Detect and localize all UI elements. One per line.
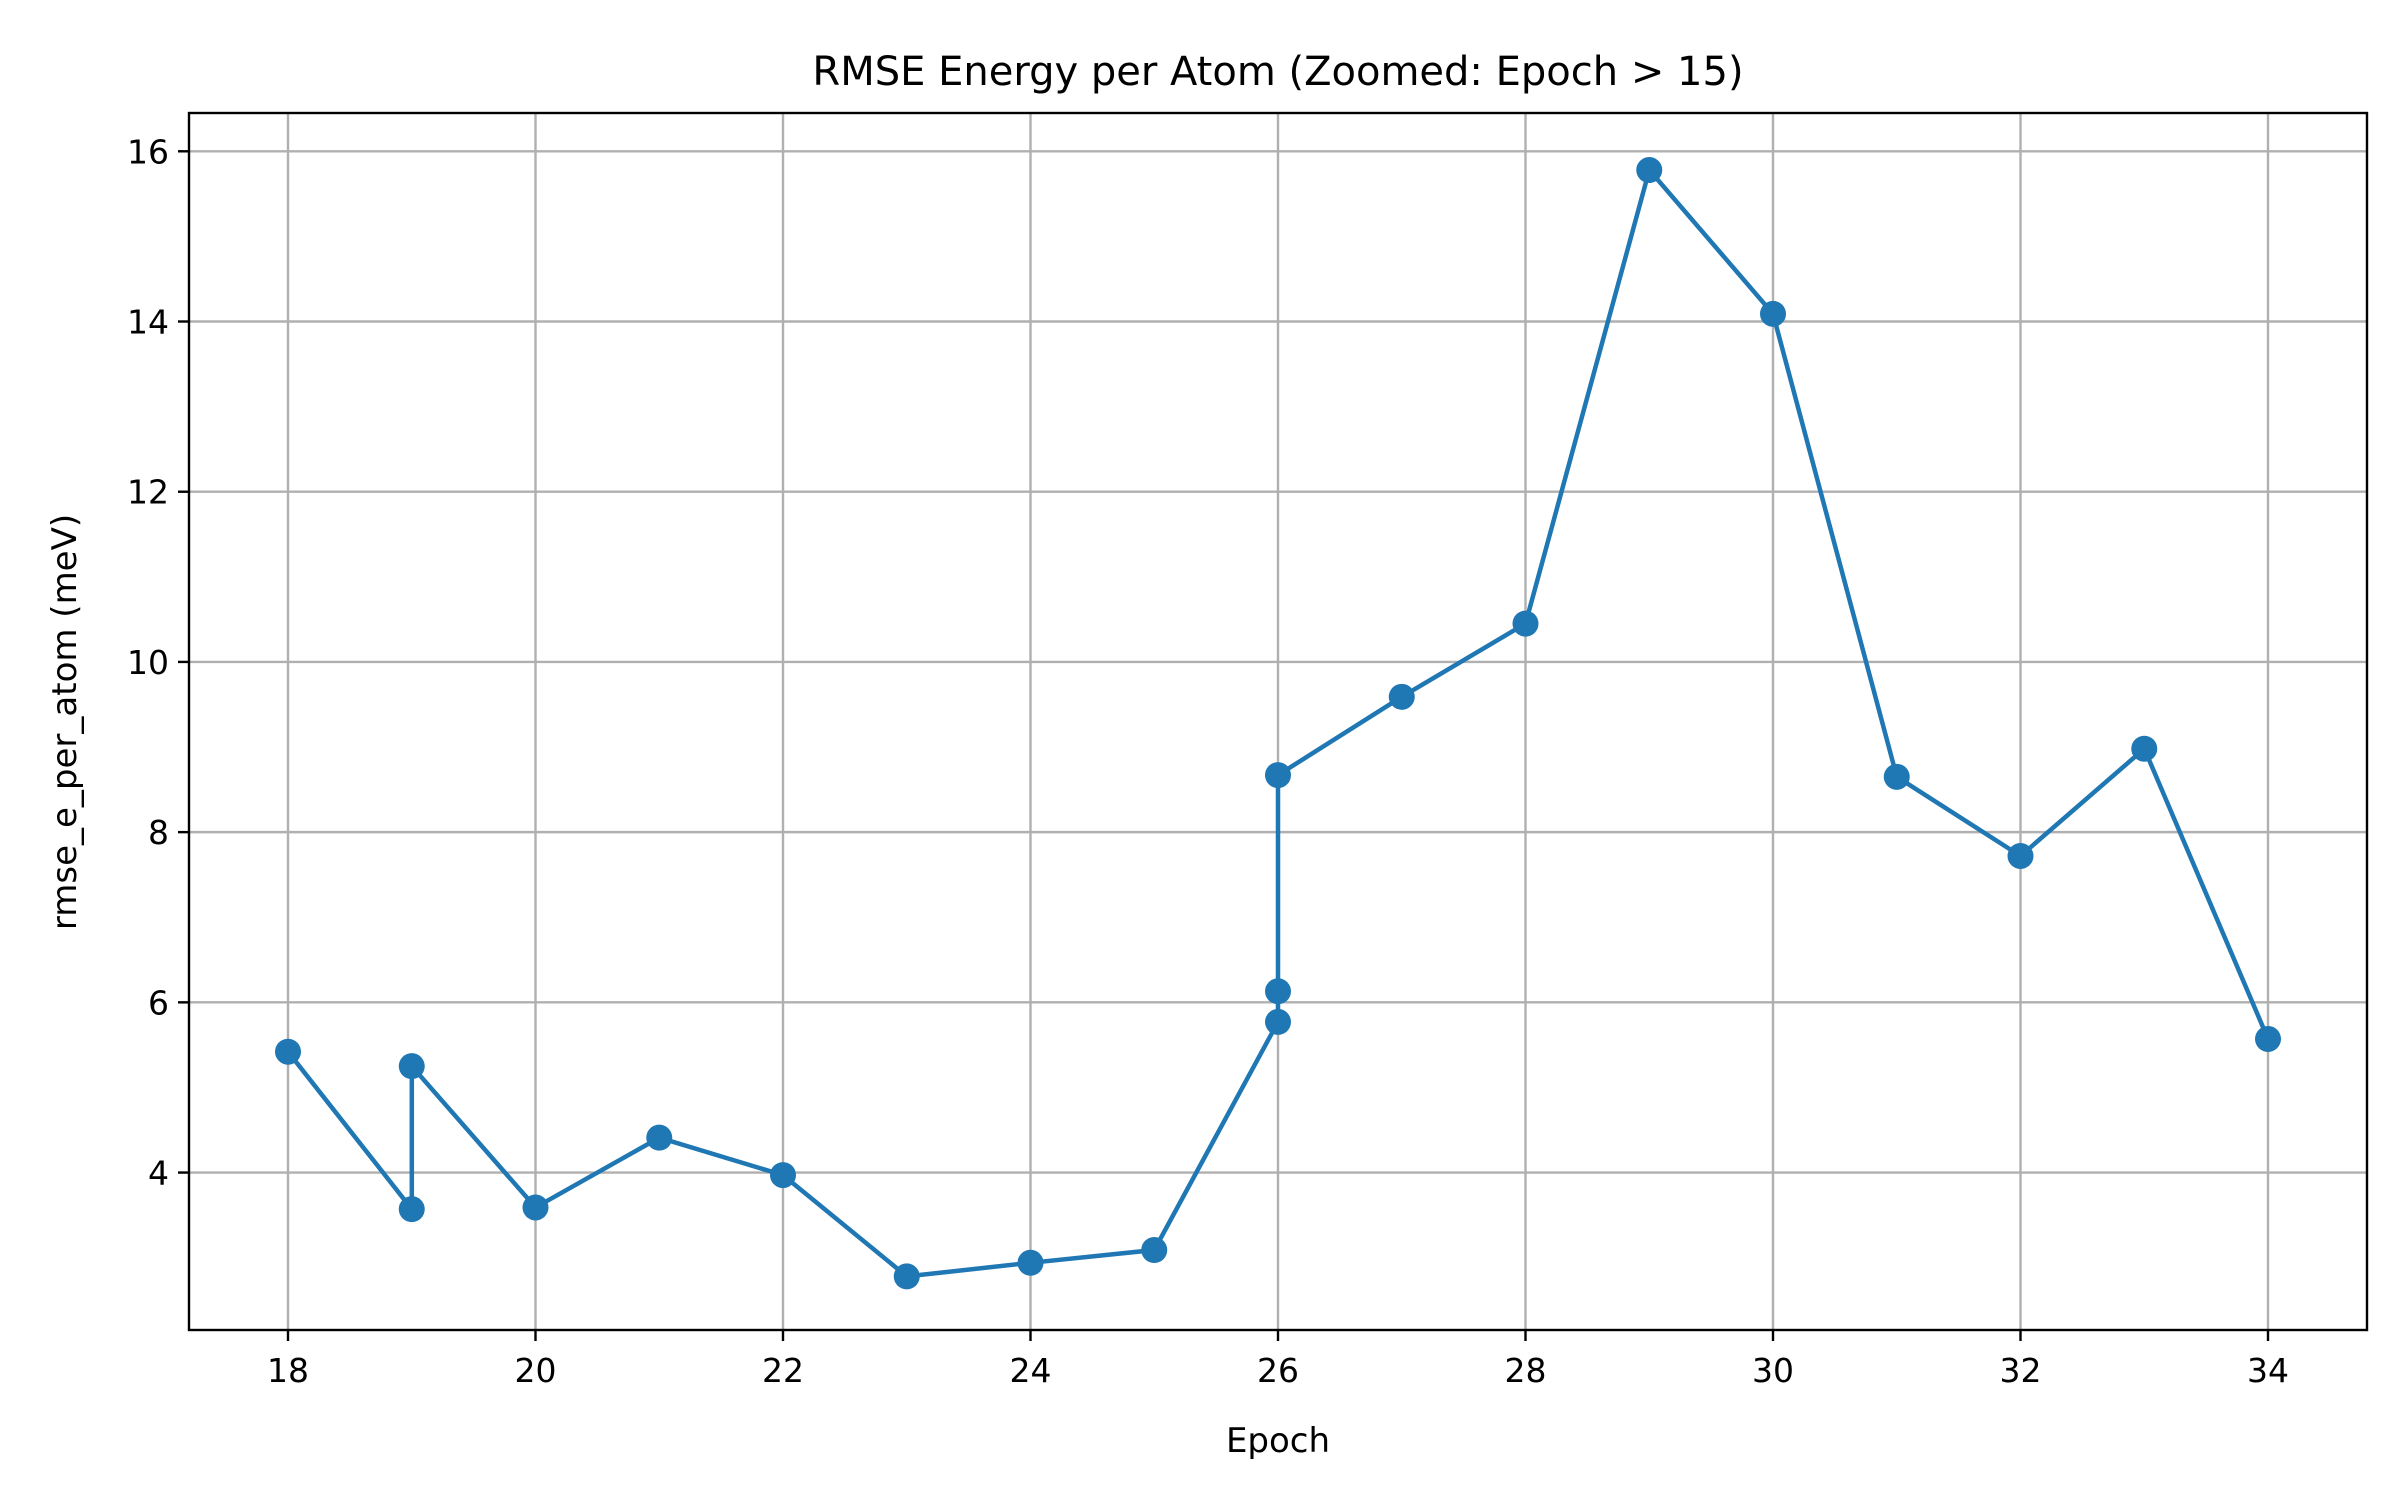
data-point <box>1512 610 1539 637</box>
x-tick-label: 32 <box>2000 1351 2042 1390</box>
data-point <box>1636 157 1663 184</box>
data-point <box>2007 842 2034 869</box>
x-tick-label: 26 <box>1257 1351 1299 1390</box>
chart-title: RMSE Energy per Atom (Zoomed: Epoch > 15… <box>812 49 1743 95</box>
y-axis-label: rmse_e_per_atom (meV) <box>45 514 85 930</box>
y-axis-ticks: 4 6 8 10 12 14 16 <box>127 132 189 1193</box>
data-point <box>522 1194 549 1221</box>
x-axis-label: Epoch <box>1226 1421 1330 1461</box>
y-tick-label: 14 <box>127 303 169 342</box>
x-axis-ticks: 18 20 22 24 26 28 30 32 34 <box>267 1330 2289 1390</box>
data-points <box>275 157 2281 1290</box>
data-point <box>398 1196 425 1223</box>
data-point <box>1017 1249 1044 1276</box>
x-tick-label: 18 <box>267 1351 309 1390</box>
data-point <box>1388 683 1415 710</box>
data-point <box>1265 762 1291 789</box>
x-tick-label: 22 <box>762 1351 804 1390</box>
data-point <box>2131 735 2158 762</box>
data-point <box>1141 1237 1168 1264</box>
y-tick-label: 4 <box>148 1154 169 1193</box>
data-point <box>1265 978 1291 1005</box>
data-point <box>1883 763 1910 790</box>
data-point <box>770 1162 796 1189</box>
data-point <box>398 1053 425 1080</box>
y-tick-label: 16 <box>127 132 169 171</box>
grid <box>189 113 2367 1330</box>
data-point <box>1760 300 1786 327</box>
data-point <box>1265 1008 1291 1035</box>
data-point <box>275 1038 301 1065</box>
x-tick-label: 24 <box>1010 1351 1052 1390</box>
y-tick-label: 10 <box>127 643 169 682</box>
x-tick-label: 20 <box>515 1351 557 1390</box>
x-tick-label: 34 <box>2247 1351 2289 1390</box>
data-point <box>2255 1025 2281 1052</box>
x-tick-label: 28 <box>1505 1351 1547 1390</box>
series-line-layer <box>286 167 2271 1279</box>
data-point <box>893 1263 920 1290</box>
data-point <box>646 1124 673 1151</box>
y-tick-label: 8 <box>148 813 169 852</box>
series-line <box>286 167 2271 1279</box>
y-tick-label: 6 <box>148 983 169 1022</box>
y-tick-label: 12 <box>127 473 169 512</box>
x-tick-label: 30 <box>1752 1351 1794 1390</box>
